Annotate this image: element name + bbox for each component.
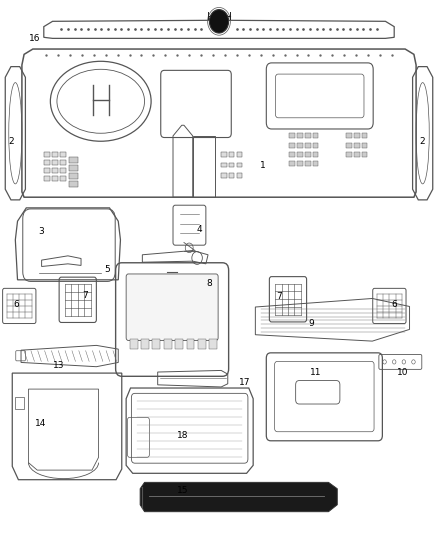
Bar [44,168,50,173]
Bar [141,340,149,349]
Bar [354,152,360,157]
Text: 9: 9 [308,319,314,328]
Bar [346,152,352,157]
Bar [297,161,303,166]
Bar [305,161,311,166]
Text: 6: 6 [14,301,20,309]
Polygon shape [140,482,337,512]
Bar [229,152,234,157]
Bar [221,152,227,157]
Bar [52,152,58,157]
Bar [229,173,234,178]
Text: 7: 7 [82,292,88,300]
Text: 11: 11 [310,368,321,376]
Bar [164,340,172,349]
Circle shape [209,10,229,33]
Text: 2: 2 [420,137,425,146]
Bar [313,133,318,138]
Bar [237,163,242,167]
Bar [313,143,318,148]
Bar [60,152,66,157]
Bar [52,176,58,181]
Bar [362,133,367,138]
Bar [289,161,295,166]
Bar [362,143,367,148]
Bar [44,176,50,181]
Text: 17: 17 [239,378,250,386]
Bar [237,152,242,157]
Text: 2: 2 [8,137,14,146]
Text: 18: 18 [177,432,189,440]
Bar [289,152,295,157]
Text: 3: 3 [39,228,45,236]
Bar [44,152,50,157]
Text: 1: 1 [260,161,266,169]
Bar [130,340,138,349]
Bar [69,165,78,171]
Text: 10: 10 [397,368,409,376]
Bar [69,157,78,163]
Bar [69,173,78,179]
Bar [297,133,303,138]
Text: 8: 8 [206,279,212,288]
Bar [229,163,234,167]
Bar [198,340,206,349]
Bar [354,143,360,148]
Text: 15: 15 [177,486,189,495]
Bar [60,160,66,165]
Text: 14: 14 [35,419,46,428]
Bar [187,340,194,349]
Bar [52,168,58,173]
Bar [60,168,66,173]
Bar [289,133,295,138]
Bar [52,160,58,165]
FancyBboxPatch shape [126,274,218,341]
Bar [221,173,227,178]
Text: 7: 7 [276,292,283,301]
Bar [69,181,78,187]
Bar [15,397,24,409]
Bar [237,173,242,178]
Text: 4: 4 [197,225,202,233]
Bar [152,340,160,349]
Bar [305,152,311,157]
Text: 13: 13 [53,361,65,369]
Text: 6: 6 [391,301,397,309]
Bar [175,340,183,349]
Bar [44,160,50,165]
Bar [297,152,303,157]
Bar [346,143,352,148]
Bar [305,133,311,138]
Bar [209,340,217,349]
Text: 16: 16 [29,34,41,43]
Bar [297,143,303,148]
Bar [305,143,311,148]
Bar [362,152,367,157]
Bar [289,143,295,148]
Bar [221,163,227,167]
Bar [313,152,318,157]
Bar [354,133,360,138]
Bar [346,133,352,138]
Bar [60,176,66,181]
Text: 5: 5 [104,265,110,273]
Bar [313,161,318,166]
